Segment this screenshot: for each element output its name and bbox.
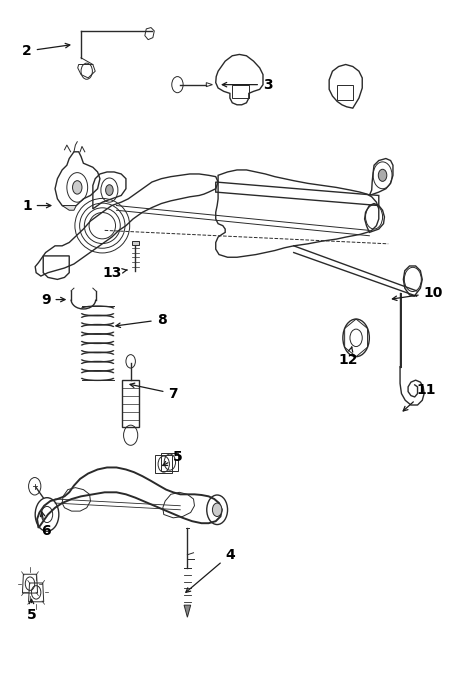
Text: 6: 6 bbox=[40, 512, 51, 538]
Polygon shape bbox=[62, 205, 76, 210]
Text: 3: 3 bbox=[222, 77, 273, 92]
Text: 2: 2 bbox=[22, 43, 70, 58]
Text: 5: 5 bbox=[163, 450, 183, 466]
Text: 12: 12 bbox=[338, 347, 358, 367]
Text: 8: 8 bbox=[116, 313, 166, 328]
Polygon shape bbox=[184, 605, 191, 617]
Circle shape bbox=[378, 170, 387, 181]
Text: 1: 1 bbox=[22, 199, 51, 213]
Text: 10: 10 bbox=[392, 286, 443, 300]
Text: 4: 4 bbox=[186, 548, 235, 592]
Polygon shape bbox=[132, 241, 139, 245]
Circle shape bbox=[106, 184, 113, 195]
Circle shape bbox=[73, 180, 82, 194]
Circle shape bbox=[212, 503, 222, 516]
Text: 7: 7 bbox=[130, 383, 178, 400]
Text: 5: 5 bbox=[27, 599, 36, 623]
Text: 11: 11 bbox=[403, 383, 436, 411]
Text: 9: 9 bbox=[41, 293, 65, 307]
Text: 13: 13 bbox=[102, 266, 128, 280]
